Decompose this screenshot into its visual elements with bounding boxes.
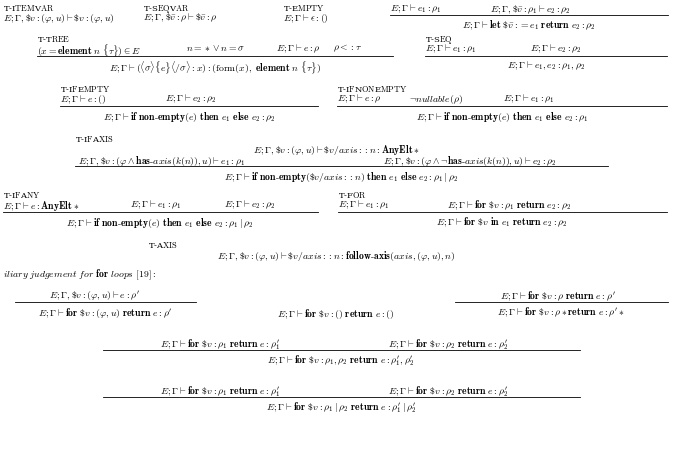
Text: $E;\Gamma \vdash \mathbf{for}\ \$v:\rho_1\ \mathbf{return}\ e:\rho_1^{\prime}$: $E;\Gamma \vdash \mathbf{for}\ \$v:\rho_… (160, 338, 280, 352)
Text: $E;\Gamma \vdash e:()$: $E;\Gamma \vdash e:()$ (60, 93, 106, 106)
Text: $E;\Gamma \vdash e_2:\rho_2$: $E;\Gamma \vdash e_2:\rho_2$ (530, 43, 581, 56)
Text: $\neg\mathit{nullable}(\rho)$: $\neg\mathit{nullable}(\rho)$ (409, 93, 463, 106)
Text: T-I$\mathrm{F}$E$\mathrm{MPTY}$: T-I$\mathrm{F}$E$\mathrm{MPTY}$ (60, 84, 111, 94)
Text: $E;\Gamma \vdash e_2:\rho_2$: $E;\Gamma \vdash e_2:\rho_2$ (224, 199, 276, 212)
Text: $E;\Gamma \vdash (\langle\sigma\rangle\{e\}\langle/\sigma\rangle : x) : (\mathrm: $E;\Gamma \vdash (\langle\sigma\rangle\{… (109, 60, 321, 76)
Text: $E;\Gamma \vdash e_1:\rho_1$: $E;\Gamma \vdash e_1:\rho_1$ (338, 199, 390, 212)
Text: $E;\Gamma \vdash e_1:\rho_1$: $E;\Gamma \vdash e_1:\rho_1$ (503, 93, 555, 106)
Text: $(x = \mathbf{element}\ n\ \{\tau\}) \in E$: $(x = \mathbf{element}\ n\ \{\tau\}) \in… (37, 43, 141, 59)
Text: $E;\Gamma, \$v:(\varphi, u) \vdash \$v:(\varphi, u)$: $E;\Gamma, \$v:(\varphi, u) \vdash \$v:(… (3, 12, 114, 25)
Text: $\rho <: \tau$: $\rho <: \tau$ (333, 43, 362, 54)
Text: $E;\Gamma \vdash \epsilon:()$: $E;\Gamma \vdash \epsilon:()$ (283, 12, 328, 25)
Text: $E;\Gamma \vdash \mathbf{for}\ \$v:\rho\ \mathbf{return}\ e:\rho^{\prime}$: $E;\Gamma \vdash \mathbf{for}\ \$v:\rho\… (500, 290, 616, 303)
Text: T-A$\mathrm{XIS}$: T-A$\mathrm{XIS}$ (148, 240, 178, 250)
Text: $E;\Gamma \vdash \mathbf{for}\ \$v:()\ \mathbf{return}\ e:()$: $E;\Gamma \vdash \mathbf{for}\ \$v:()\ \… (277, 307, 394, 321)
Text: $E;\Gamma \vdash e_2:\rho_2$: $E;\Gamma \vdash e_2:\rho_2$ (165, 93, 217, 106)
Text: $E;\Gamma, \$v:(\varphi, u) \vdash \$v/\mathit{axis}{::}n : \mathbf{follow\text{: $E;\Gamma, \$v:(\varphi, u) \vdash \$v/\… (217, 249, 455, 263)
Text: $E;\Gamma \vdash \mathbf{for}\ \$v:\rho * \mathbf{return}\ e:\rho^{\prime}*$: $E;\Gamma \vdash \mathbf{for}\ \$v:\rho … (497, 306, 625, 319)
Text: $\mathit{iliary\ judgement\ for}$ $\mathbf{for}$ $\mathit{loops}$ $[19]:$: $\mathit{iliary\ judgement\ for}$ $\math… (3, 268, 156, 282)
Text: T-I$\mathrm{F}$A$\mathrm{XIS}$: T-I$\mathrm{F}$A$\mathrm{XIS}$ (75, 134, 114, 144)
Text: T-F$\mathrm{OR}$: T-F$\mathrm{OR}$ (338, 190, 367, 200)
Text: $E;\Gamma, \$\bar{v}:\rho_1 \vdash e_2:\rho_2$: $E;\Gamma, \$\bar{v}:\rho_1 \vdash e_2:\… (490, 3, 571, 15)
Text: $E;\Gamma, \$\bar{v}:\rho \vdash \$\bar{v}:\rho$: $E;\Gamma, \$\bar{v}:\rho \vdash \$\bar{… (143, 12, 217, 25)
Text: $E;\Gamma \vdash \mathbf{for}\ \$v:\rho_1\ \mathbf{return}\ e_2:\rho_2$: $E;\Gamma \vdash \mathbf{for}\ \$v:\rho_… (447, 199, 571, 213)
Text: $E;\Gamma \vdash \mathbf{if\ non\text{-}empty}(\$v/\mathit{axis}{::}n)\ \mathbf{: $E;\Gamma \vdash \mathbf{if\ non\text{-}… (224, 170, 458, 184)
Text: $E;\Gamma \vdash \mathbf{for}\ \$v:\rho_1, \rho_2\ \mathbf{return}\ e:\rho_1^{\p: $E;\Gamma \vdash \mathbf{for}\ \$v:\rho_… (267, 354, 415, 369)
Text: $E;\Gamma \vdash e_1:\rho_1$: $E;\Gamma \vdash e_1:\rho_1$ (390, 3, 441, 15)
Text: $E;\Gamma \vdash e_1, e_2:\rho_1, \rho_2$: $E;\Gamma \vdash e_1, e_2:\rho_1, \rho_2… (507, 60, 585, 73)
Text: $E;\Gamma, \$v:(\varphi \wedge \mathbf{has}\text{-}\mathit{axis}(k(n)), u) \vdas: $E;\Gamma, \$v:(\varphi \wedge \mathbf{h… (78, 154, 245, 168)
Text: $E;\Gamma, \$v:(\varphi, u) \vdash e:\rho^{\prime}$: $E;\Gamma, \$v:(\varphi, u) \vdash e:\rh… (49, 290, 141, 303)
Text: $E;\Gamma, \$v:(\varphi \wedge \neg\mathbf{has}\text{-}\mathit{axis}(k(n)), u) \: $E;\Gamma, \$v:(\varphi \wedge \neg\math… (383, 154, 557, 168)
Text: T-I$\mathrm{F}$N$\mathrm{ON}$E$\mathrm{MPTY}$: T-I$\mathrm{F}$N$\mathrm{ON}$E$\mathrm{M… (337, 84, 408, 94)
Text: T-I$\mathrm{F}$A$\mathrm{NY}$: T-I$\mathrm{F}$A$\mathrm{NY}$ (3, 190, 40, 200)
Text: $E;\Gamma \vdash \mathbf{if\ non\text{-}empty}(e)\ \mathbf{then}\ e_1\ \mathbf{e: $E;\Gamma \vdash \mathbf{if\ non\text{-}… (416, 110, 588, 124)
Text: $E;\Gamma \vdash \mathbf{for}\ \$v:\rho_2\ \mathbf{return}\ e:\rho_2^{\prime}$: $E;\Gamma \vdash \mathbf{for}\ \$v:\rho_… (388, 338, 508, 352)
Text: T-E$\mathrm{MPTY}$: T-E$\mathrm{MPTY}$ (283, 3, 325, 13)
Text: $E;\Gamma \vdash \mathbf{if\ non\text{-}empty}(e)\ \mathbf{then}\ e_1\ \mathbf{e: $E;\Gamma \vdash \mathbf{if\ non\text{-}… (66, 216, 254, 230)
Text: T-T$\mathrm{REE}$: T-T$\mathrm{REE}$ (37, 34, 70, 44)
Text: $E;\Gamma \vdash \mathbf{for}\ \$v:(\varphi, u)\ \mathbf{return}\ e:\rho^{\prime: $E;\Gamma \vdash \mathbf{for}\ \$v:(\var… (38, 306, 172, 320)
Text: $E;\Gamma \vdash e:\rho$: $E;\Gamma \vdash e:\rho$ (337, 93, 382, 106)
Text: T-I$\mathrm{TEM}$V$\mathrm{AR}$: T-I$\mathrm{TEM}$V$\mathrm{AR}$ (3, 3, 55, 13)
Text: $E;\Gamma \vdash \mathbf{for}\ \$v:\rho_1\ \mathbf{return}\ e:\rho_1^{\prime}$: $E;\Gamma \vdash \mathbf{for}\ \$v:\rho_… (160, 385, 280, 400)
Text: $E;\Gamma, \$v:(\varphi, u) \vdash \$v/\mathit{axis}{::}n : \mathbf{AnyElt*}$: $E;\Gamma, \$v:(\varphi, u) \vdash \$v/\… (252, 143, 419, 157)
Text: T-S$\mathrm{EQ}$: T-S$\mathrm{EQ}$ (425, 34, 453, 46)
Text: $E;\Gamma \vdash e:\rho$: $E;\Gamma \vdash e:\rho$ (276, 43, 320, 56)
Text: $E;\Gamma \vdash \mathbf{let}\ \$\bar{v} := e_1\ \mathbf{return}\ e_2:\rho_2$: $E;\Gamma \vdash \mathbf{let}\ \$\bar{v}… (462, 19, 596, 32)
Text: $E;\Gamma \vdash \mathbf{for}\ \$v\ \mathbf{in}\ e_1\ \mathbf{return}\ e_2:\rho_: $E;\Gamma \vdash \mathbf{for}\ \$v\ \mat… (436, 216, 568, 230)
Text: $E;\Gamma \vdash e_1:\rho_1$: $E;\Gamma \vdash e_1:\rho_1$ (130, 199, 182, 212)
Text: $E;\Gamma \vdash \mathbf{for}\ \$v:\rho_2\ \mathbf{return}\ e:\rho_2^{\prime}$: $E;\Gamma \vdash \mathbf{for}\ \$v:\rho_… (388, 385, 508, 400)
Text: $n = * \vee n = \sigma$: $n = * \vee n = \sigma$ (186, 43, 245, 53)
Text: $E;\Gamma \vdash e:\mathbf{AnyElt*}$: $E;\Gamma \vdash e:\mathbf{AnyElt*}$ (3, 199, 79, 213)
Text: $E;\Gamma \vdash \mathbf{for}\ \$v:\rho_1 \mid \rho_2\ \mathbf{return}\ e:\rho_1: $E;\Gamma \vdash \mathbf{for}\ \$v:\rho_… (266, 401, 417, 415)
Text: $E;\Gamma \vdash e_1:\rho_1$: $E;\Gamma \vdash e_1:\rho_1$ (425, 43, 476, 56)
Text: $E;\Gamma \vdash \mathbf{if\ non\text{-}empty}(e)\ \mathbf{then}\ e_1\ \mathbf{e: $E;\Gamma \vdash \mathbf{if\ non\text{-}… (103, 110, 275, 124)
Text: T-S$\mathrm{EQ}$V$\mathrm{AR}$: T-S$\mathrm{EQ}$V$\mathrm{AR}$ (143, 3, 190, 15)
